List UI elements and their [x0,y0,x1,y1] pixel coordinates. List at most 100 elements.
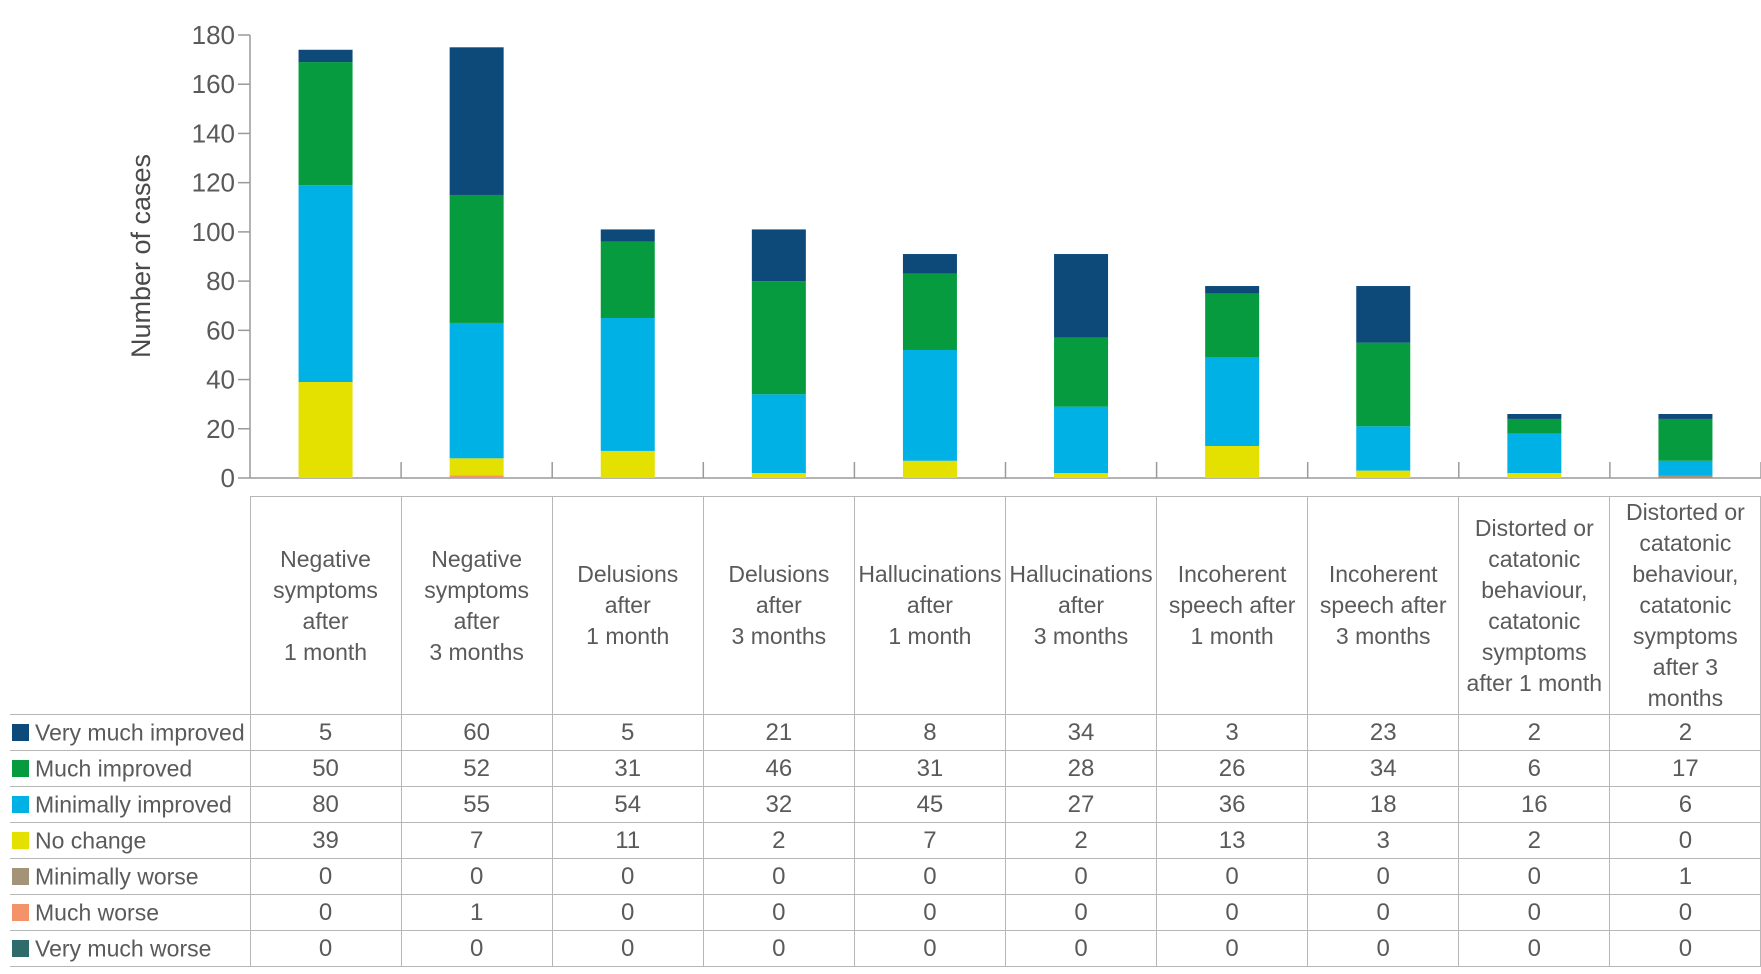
legend-swatch [12,868,29,886]
data-label: 34 [1004,714,1158,751]
legend-label: Minimally worse [35,863,199,890]
data-label: 0 [1307,894,1460,931]
data-label: 5 [551,714,704,751]
category-header-line: Delusions [728,561,830,587]
category-header-line: speech after [1319,592,1447,618]
data-label: 0 [1609,894,1761,931]
category-header: Distorted or catatonic behaviour, catatonic… [1609,496,1761,715]
table-row: No change 39 7 11 2 7 2 13 3 2 0 [10,822,1761,859]
legend-swatch [12,796,29,814]
data-label: 0 [1307,930,1460,967]
bar-segment [298,49,353,63]
legend-label: Much improved [35,755,193,782]
data-label: 7 [853,822,1006,859]
category-header-line: after 1 month [1466,669,1603,696]
legend-entry: Much worse [10,894,251,931]
data-label: 0 [1458,858,1611,895]
y-tick-label: 80 [206,266,235,296]
bar-segment [1205,446,1260,478]
data-label: 36 [1156,786,1309,823]
data-label: 2 [1458,822,1611,859]
category-header-line: speech after [1168,592,1296,618]
table-header-row: Negative symptoms after 1 month Negative symp… [10,496,1761,715]
data-label: 0 [1458,930,1611,967]
legend-label: No change [35,827,147,854]
data-label: 0 [853,858,1006,895]
bar-segment [298,185,353,383]
bar-segment [1054,337,1109,407]
data-label: 0 [853,930,1006,967]
data-label: 0 [1004,930,1158,967]
legend-label: Very much improved [35,719,245,746]
table-row: Much worse 0 1 0 0 0 0 0 0 0 0 [10,894,1761,931]
category-header-line: 1 month [283,638,368,665]
data-label: 0 [853,894,1006,931]
table-row: Minimally worse 0 0 0 0 0 0 0 0 0 1 [10,858,1761,895]
legend-swatch [12,904,29,922]
category-header: Negative symptoms after 1 month [249,496,402,715]
category-header-line: Negative [431,545,523,572]
data-label: 8 [853,714,1006,751]
category-header-line: Distorted or [1474,514,1594,541]
category-header: Delusions after 1 month [551,496,704,715]
table-corner [10,496,251,715]
data-label: 0 [1307,858,1460,895]
data-label: 54 [551,786,704,823]
category-header-line: 1 month [888,623,972,649]
data-label: 0 [249,894,402,931]
data-label: 5 [249,714,402,751]
table-row: Very much improved 5 60 5 21 8 34 3 23 2 2 [10,714,1761,751]
category-header-line: after [1058,592,1105,618]
data-label: 0 [702,894,855,931]
data-label: 11 [551,822,704,859]
legend-swatch [12,940,29,958]
bars [298,47,1713,478]
data-label: 7 [400,822,553,859]
bar-segment [751,229,806,282]
category-header-line: 3 months [429,638,524,665]
data-label: 0 [551,858,704,895]
y-tick-label: 60 [206,315,235,345]
y-tick-label: 120 [192,168,235,198]
bar-segment [902,460,957,478]
y-axis-label: Number of cases [126,154,156,358]
data-label: 0 [551,930,704,967]
category-header-line: after [302,607,349,634]
bar-segment [1356,286,1411,343]
data-label: 3 [1156,714,1309,751]
legend-label: Very much worse [35,935,212,962]
category-header-line: after [604,592,651,618]
bar-segment [751,281,806,395]
bar-segment [902,273,957,351]
bar-segment [1658,475,1713,478]
data-label: 0 [400,858,553,895]
bar-segment [1507,414,1562,419]
category-header-line: catatonic [1488,607,1581,634]
category-header: Negative symptoms after 3 months [400,496,553,715]
data-label: 26 [1156,750,1309,787]
bar-segment [600,241,655,319]
legend-entry: Much improved [10,750,251,787]
bar-segment [1658,418,1713,461]
category-header-line: symptoms [1481,638,1587,665]
data-label: 0 [400,930,553,967]
bar-segment [449,458,504,476]
data-table: Negative symptoms after 1 month Negative symp… [10,496,1761,967]
y-tick-label: 160 [192,69,235,99]
category-header-line: 1 month [1190,623,1274,649]
bar-segment [298,62,353,186]
category-header: Incoherent speech after 3 months [1307,496,1460,715]
data-label: 0 [702,930,855,967]
bar-segment [902,254,957,274]
data-label: 0 [702,858,855,895]
y-tick-label: 0 [221,463,235,493]
data-label: 0 [1156,930,1309,967]
bar-segment [1658,460,1713,476]
category-header-line: after [906,592,953,618]
legend-entry: Very much worse [10,930,251,967]
data-label: 2 [1004,822,1158,859]
y-tick-label: 20 [206,414,235,444]
legend-entry: Very much improved [10,714,251,751]
category-header-line: 1 month [586,623,670,649]
y-tick-label: 180 [192,20,235,50]
